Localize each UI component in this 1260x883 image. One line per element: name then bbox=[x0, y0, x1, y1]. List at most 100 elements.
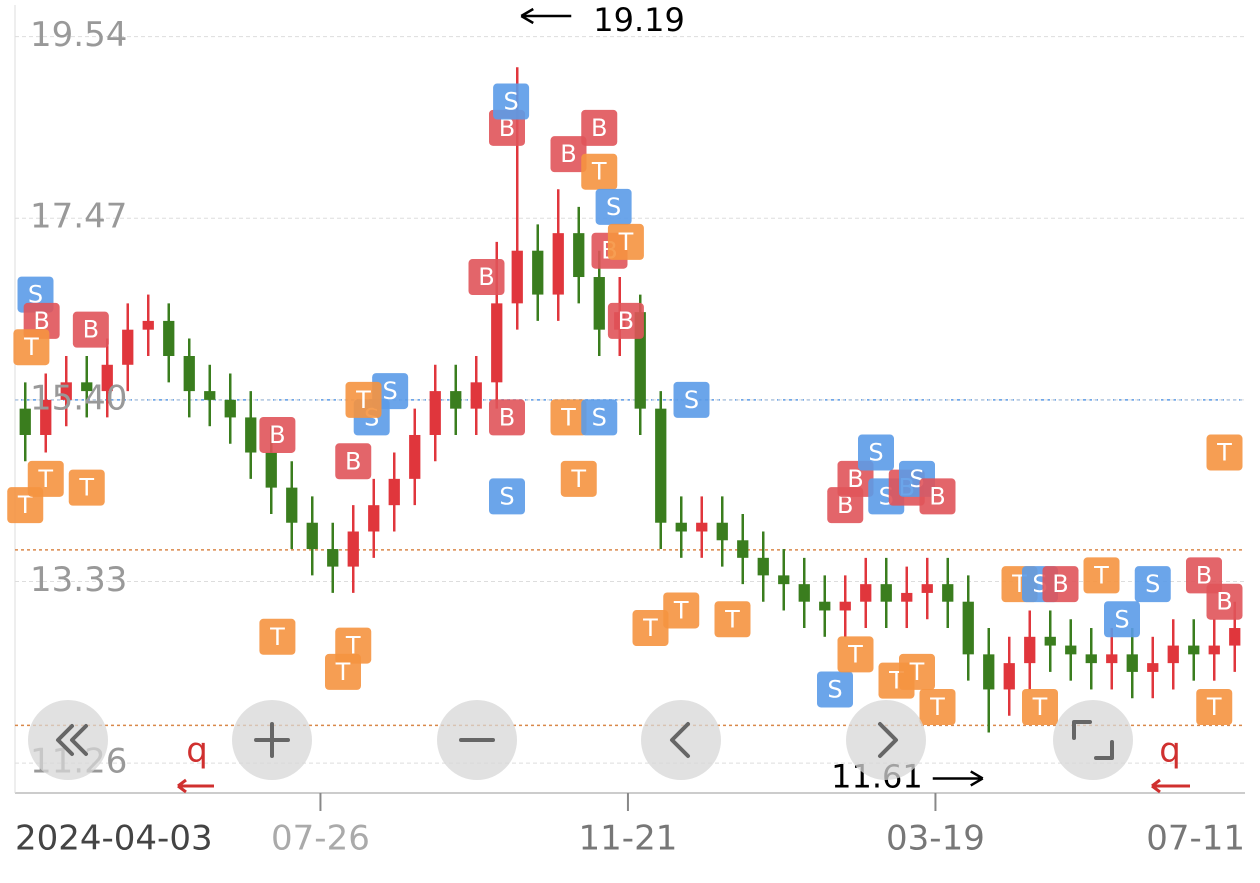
scroll-right-button[interactable] bbox=[846, 700, 926, 780]
x-tick-label: 07-26 bbox=[271, 819, 370, 859]
signal-label: B bbox=[929, 482, 945, 510]
signal-label: T bbox=[560, 403, 576, 431]
x-tick-label: 03-19 bbox=[886, 819, 985, 859]
signal-label: B bbox=[1052, 570, 1068, 598]
candle-body bbox=[880, 584, 892, 602]
signal-label: B bbox=[1196, 561, 1212, 589]
candle-body bbox=[511, 250, 523, 304]
signal-marker bbox=[68, 469, 105, 506]
signal-label: B bbox=[269, 421, 285, 449]
signal-label: B bbox=[478, 263, 494, 291]
signal-marker bbox=[595, 188, 632, 225]
signal-marker bbox=[1083, 557, 1120, 594]
signal-label: B bbox=[33, 307, 49, 335]
nav-label[interactable]: q bbox=[1159, 731, 1181, 771]
candle-body bbox=[655, 408, 667, 523]
signal-label: S bbox=[684, 386, 699, 414]
signal-marker bbox=[663, 592, 700, 629]
signal-marker bbox=[560, 460, 597, 497]
scroll-start-button[interactable] bbox=[28, 700, 108, 780]
candle-body bbox=[286, 487, 298, 523]
signal-marker bbox=[1104, 601, 1140, 638]
candle-body bbox=[1188, 645, 1200, 655]
signal-marker bbox=[581, 399, 618, 436]
nav-arrow bbox=[177, 778, 214, 794]
candle-body bbox=[347, 531, 359, 567]
signal-marker bbox=[72, 311, 109, 348]
signal-label: S bbox=[827, 675, 842, 703]
signal-label: B bbox=[499, 403, 515, 431]
signal-marker bbox=[837, 636, 874, 673]
candle-body bbox=[675, 522, 687, 532]
signal-marker bbox=[13, 329, 50, 366]
candle-body bbox=[388, 478, 400, 506]
signal-marker bbox=[632, 610, 669, 647]
candle-body bbox=[450, 391, 462, 409]
candle-body bbox=[1085, 654, 1097, 664]
signal-label: T bbox=[570, 465, 586, 493]
signal-marker bbox=[550, 399, 587, 436]
fullscreen-button[interactable] bbox=[1053, 700, 1133, 780]
signal-marker bbox=[607, 302, 644, 339]
candle-body bbox=[942, 584, 954, 602]
candle-body bbox=[573, 233, 585, 278]
signal-marker bbox=[550, 136, 587, 173]
signal-label: T bbox=[37, 465, 53, 493]
zoom-out-button[interactable] bbox=[437, 700, 517, 780]
signal-marker bbox=[259, 416, 296, 453]
candle-body bbox=[101, 364, 113, 392]
candle-body bbox=[1106, 654, 1118, 664]
candle-body bbox=[532, 250, 544, 295]
candle-body bbox=[983, 654, 995, 690]
candle-body bbox=[224, 399, 236, 418]
candle-body bbox=[122, 329, 134, 365]
candle-body bbox=[327, 549, 339, 567]
signal-marker bbox=[1206, 434, 1243, 471]
signal-marker bbox=[581, 109, 618, 146]
signal-label: T bbox=[642, 614, 658, 642]
signal-marker bbox=[1206, 583, 1243, 620]
candle-body bbox=[142, 320, 154, 330]
candle-body bbox=[1147, 663, 1159, 672]
signal-marker bbox=[1022, 689, 1058, 726]
signal-label: T bbox=[591, 158, 607, 186]
candle-body bbox=[819, 601, 831, 611]
candle-body bbox=[1126, 654, 1138, 672]
signal-label: B bbox=[591, 114, 607, 142]
signal-marker bbox=[714, 601, 751, 638]
signal-label: S bbox=[1114, 605, 1129, 633]
nav-arrow bbox=[1151, 778, 1190, 794]
candle-body bbox=[1229, 628, 1241, 646]
signal-label: S bbox=[1145, 570, 1160, 598]
signal-marker bbox=[345, 381, 382, 418]
signal-label: S bbox=[28, 281, 43, 309]
signal-label: B bbox=[499, 114, 515, 142]
candle-body bbox=[757, 557, 769, 576]
candle-body bbox=[1065, 645, 1077, 655]
nav-label[interactable]: q bbox=[186, 731, 208, 771]
zoom-in-button[interactable] bbox=[232, 700, 312, 780]
candle-body bbox=[245, 417, 257, 453]
signal-label: B bbox=[847, 465, 863, 493]
signal-marker bbox=[858, 434, 894, 471]
signal-marker bbox=[919, 478, 956, 515]
candle-body bbox=[204, 391, 216, 400]
signal-label: T bbox=[909, 658, 925, 686]
signal-label: S bbox=[503, 88, 518, 116]
candle-body bbox=[737, 540, 749, 558]
candle-body bbox=[1208, 645, 1220, 655]
signal-label: T bbox=[673, 596, 689, 624]
candle-body bbox=[40, 399, 52, 435]
candle-body bbox=[1024, 636, 1036, 664]
candle-body bbox=[634, 312, 646, 409]
signal-marker bbox=[335, 443, 372, 480]
y-tick-label: 19.54 bbox=[30, 15, 127, 55]
candle-body bbox=[716, 522, 728, 541]
signal-label: S bbox=[592, 403, 607, 431]
scroll-left-button[interactable] bbox=[641, 700, 721, 780]
candle-body bbox=[1167, 645, 1179, 664]
signal-marker bbox=[325, 653, 361, 690]
signal-marker bbox=[489, 478, 525, 515]
